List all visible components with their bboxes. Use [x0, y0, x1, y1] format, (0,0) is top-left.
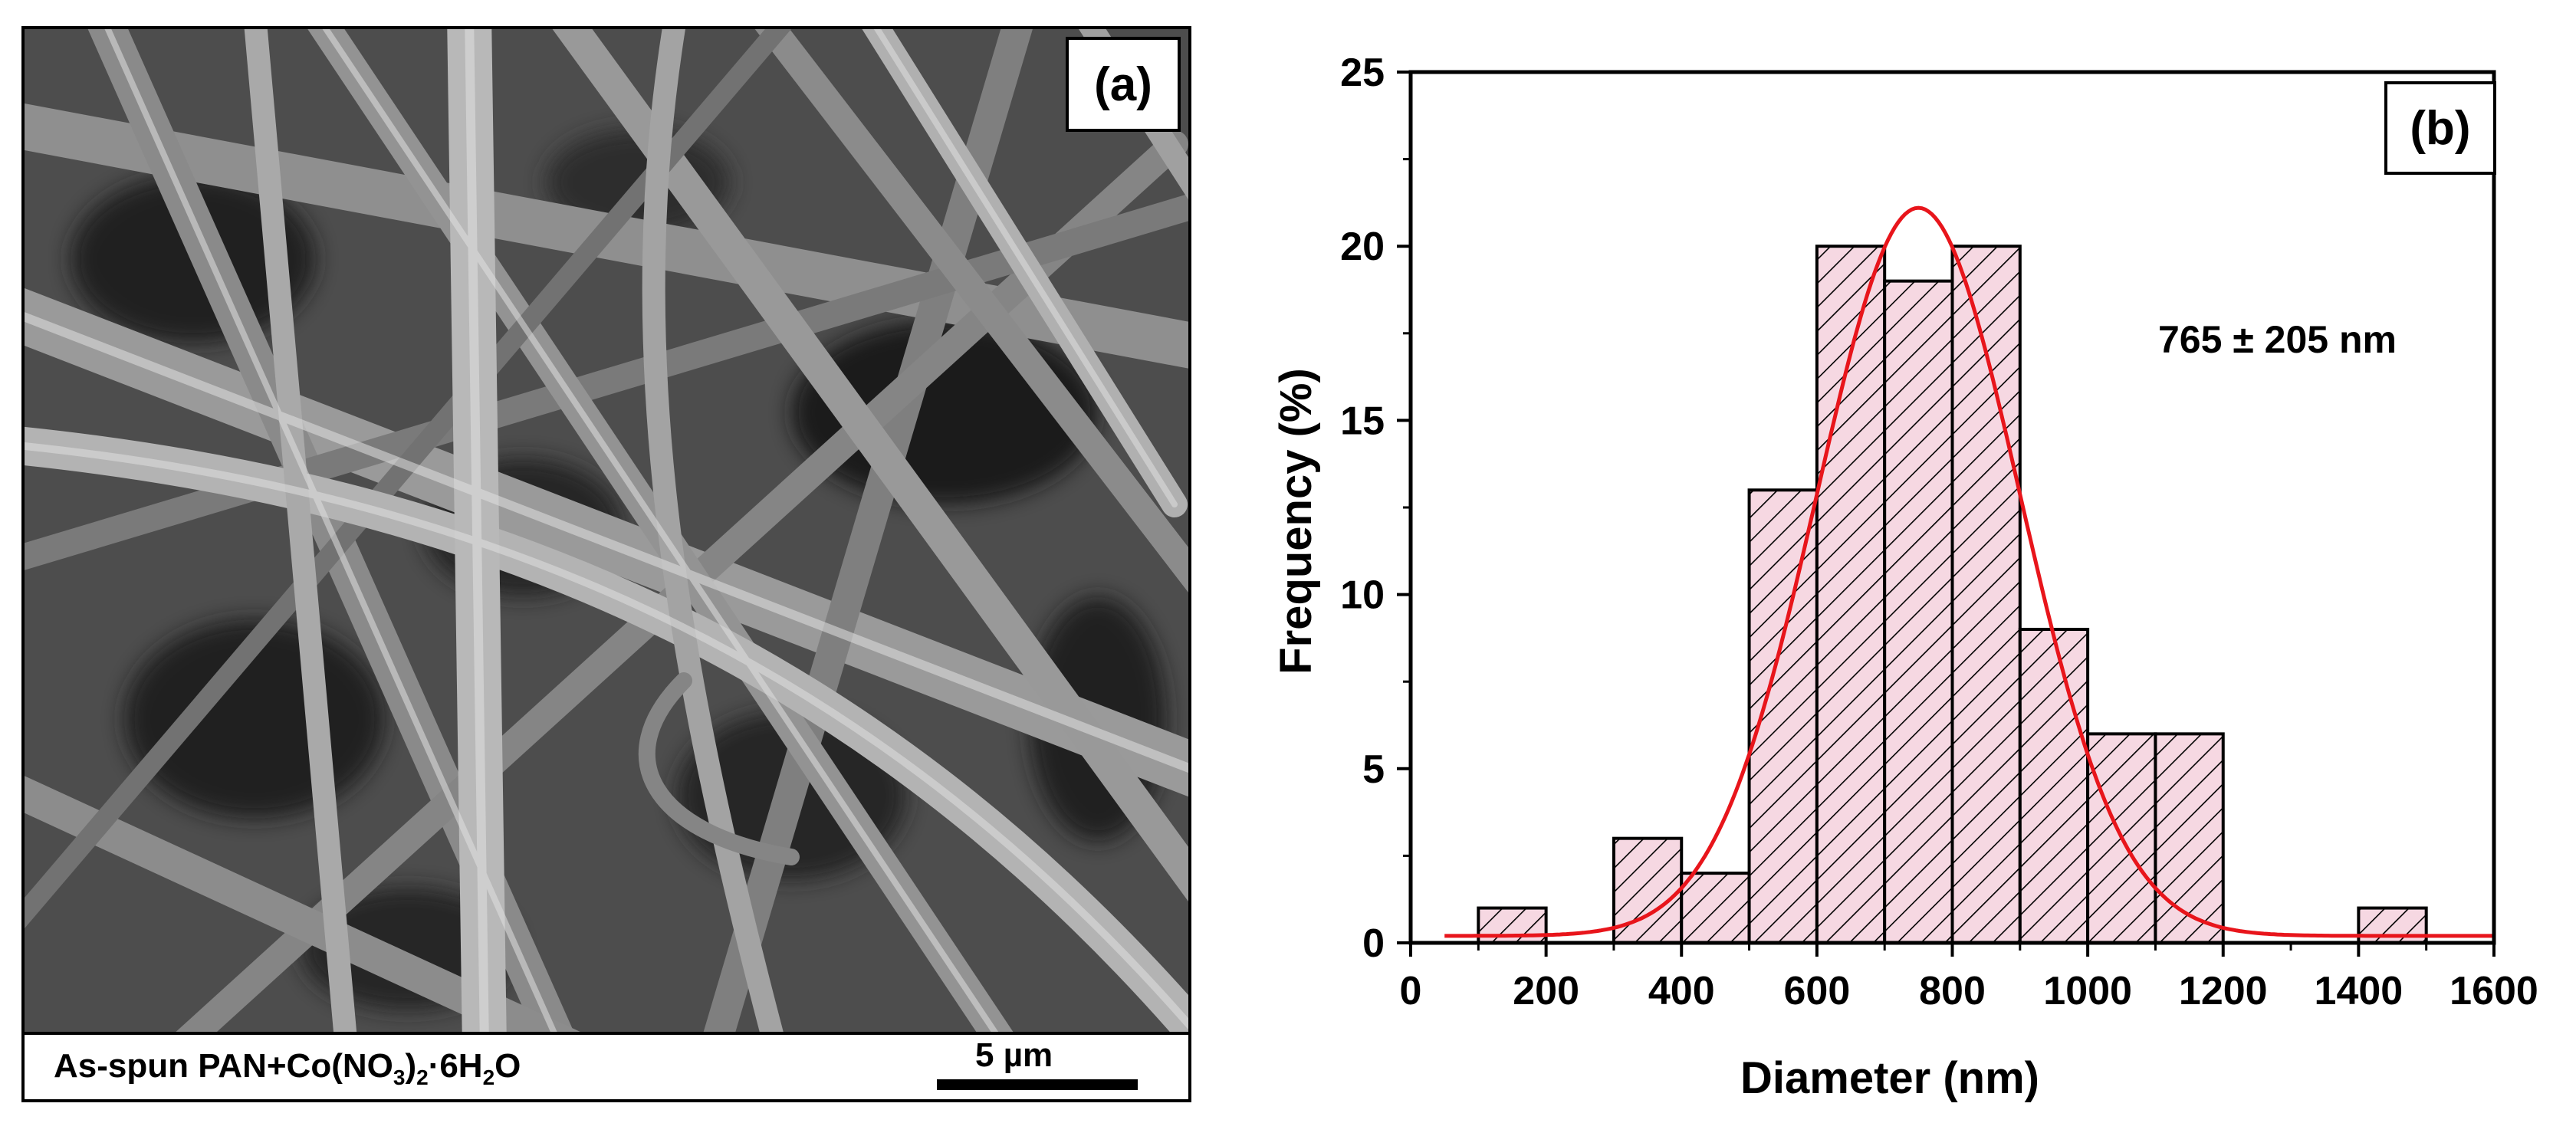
caption-bar: As-spun PAN+Co(NO3)2·6H2O 5 µm — [25, 1032, 1188, 1099]
sample-caption: As-spun PAN+Co(NO3)2·6H2O — [54, 1047, 521, 1089]
histogram-bar — [2154, 732, 2225, 944]
x-tick-label: 1200 — [2179, 969, 2268, 1013]
histogram-bar — [2018, 628, 2090, 944]
x-tick-label: 0 — [1400, 969, 1422, 1013]
x-tick-label: 600 — [1783, 969, 1850, 1013]
y-axis-label: Frequency (%) — [1271, 368, 1321, 675]
y-tick-label: 25 — [1340, 51, 1385, 95]
y-tick-label: 20 — [1340, 225, 1385, 269]
sem-micrograph — [25, 29, 1188, 1033]
histogram-bar — [1680, 872, 1751, 944]
x-axis-label: Diameter (nm) — [1740, 1053, 2039, 1103]
y-tick-label: 10 — [1340, 573, 1385, 618]
histogram-bar — [1883, 279, 1954, 944]
x-tick-label: 1400 — [2315, 969, 2404, 1013]
mean-diameter-annotation: 765 ± 205 nm — [2158, 318, 2397, 361]
diameter-histogram: 0 200 400 600 800 1000 1200 1400 1600 0 5 10 15 20 25… — [1271, 51, 2538, 1103]
histogram-bar — [1612, 836, 1684, 945]
y-tick-label: 15 — [1340, 399, 1385, 443]
sem-image-panel: (a) As-spun PAN+Co(NO3)2·6H2O 5 µm — [21, 26, 1191, 1102]
x-tick-label: 1000 — [2043, 969, 2132, 1013]
panel-label-b: (b) — [2410, 102, 2470, 155]
x-tick-label: 1600 — [2450, 969, 2538, 1013]
x-tick-label: 200 — [1513, 969, 1579, 1013]
x-tick-label: 800 — [1919, 969, 1986, 1013]
scale-bar-label: 5 µm — [975, 1036, 1053, 1074]
y-tick-label: 0 — [1362, 921, 1385, 966]
gaussian-fit-curve — [1444, 205, 2494, 938]
histogram-bar — [1815, 245, 1887, 944]
panel-label-b-box — [2384, 81, 2496, 175]
scale-bar — [937, 1079, 1138, 1090]
x-tick-label: 400 — [1648, 969, 1715, 1013]
panel-label-a: (a) — [1066, 37, 1181, 132]
y-tick-label: 5 — [1362, 747, 1385, 792]
